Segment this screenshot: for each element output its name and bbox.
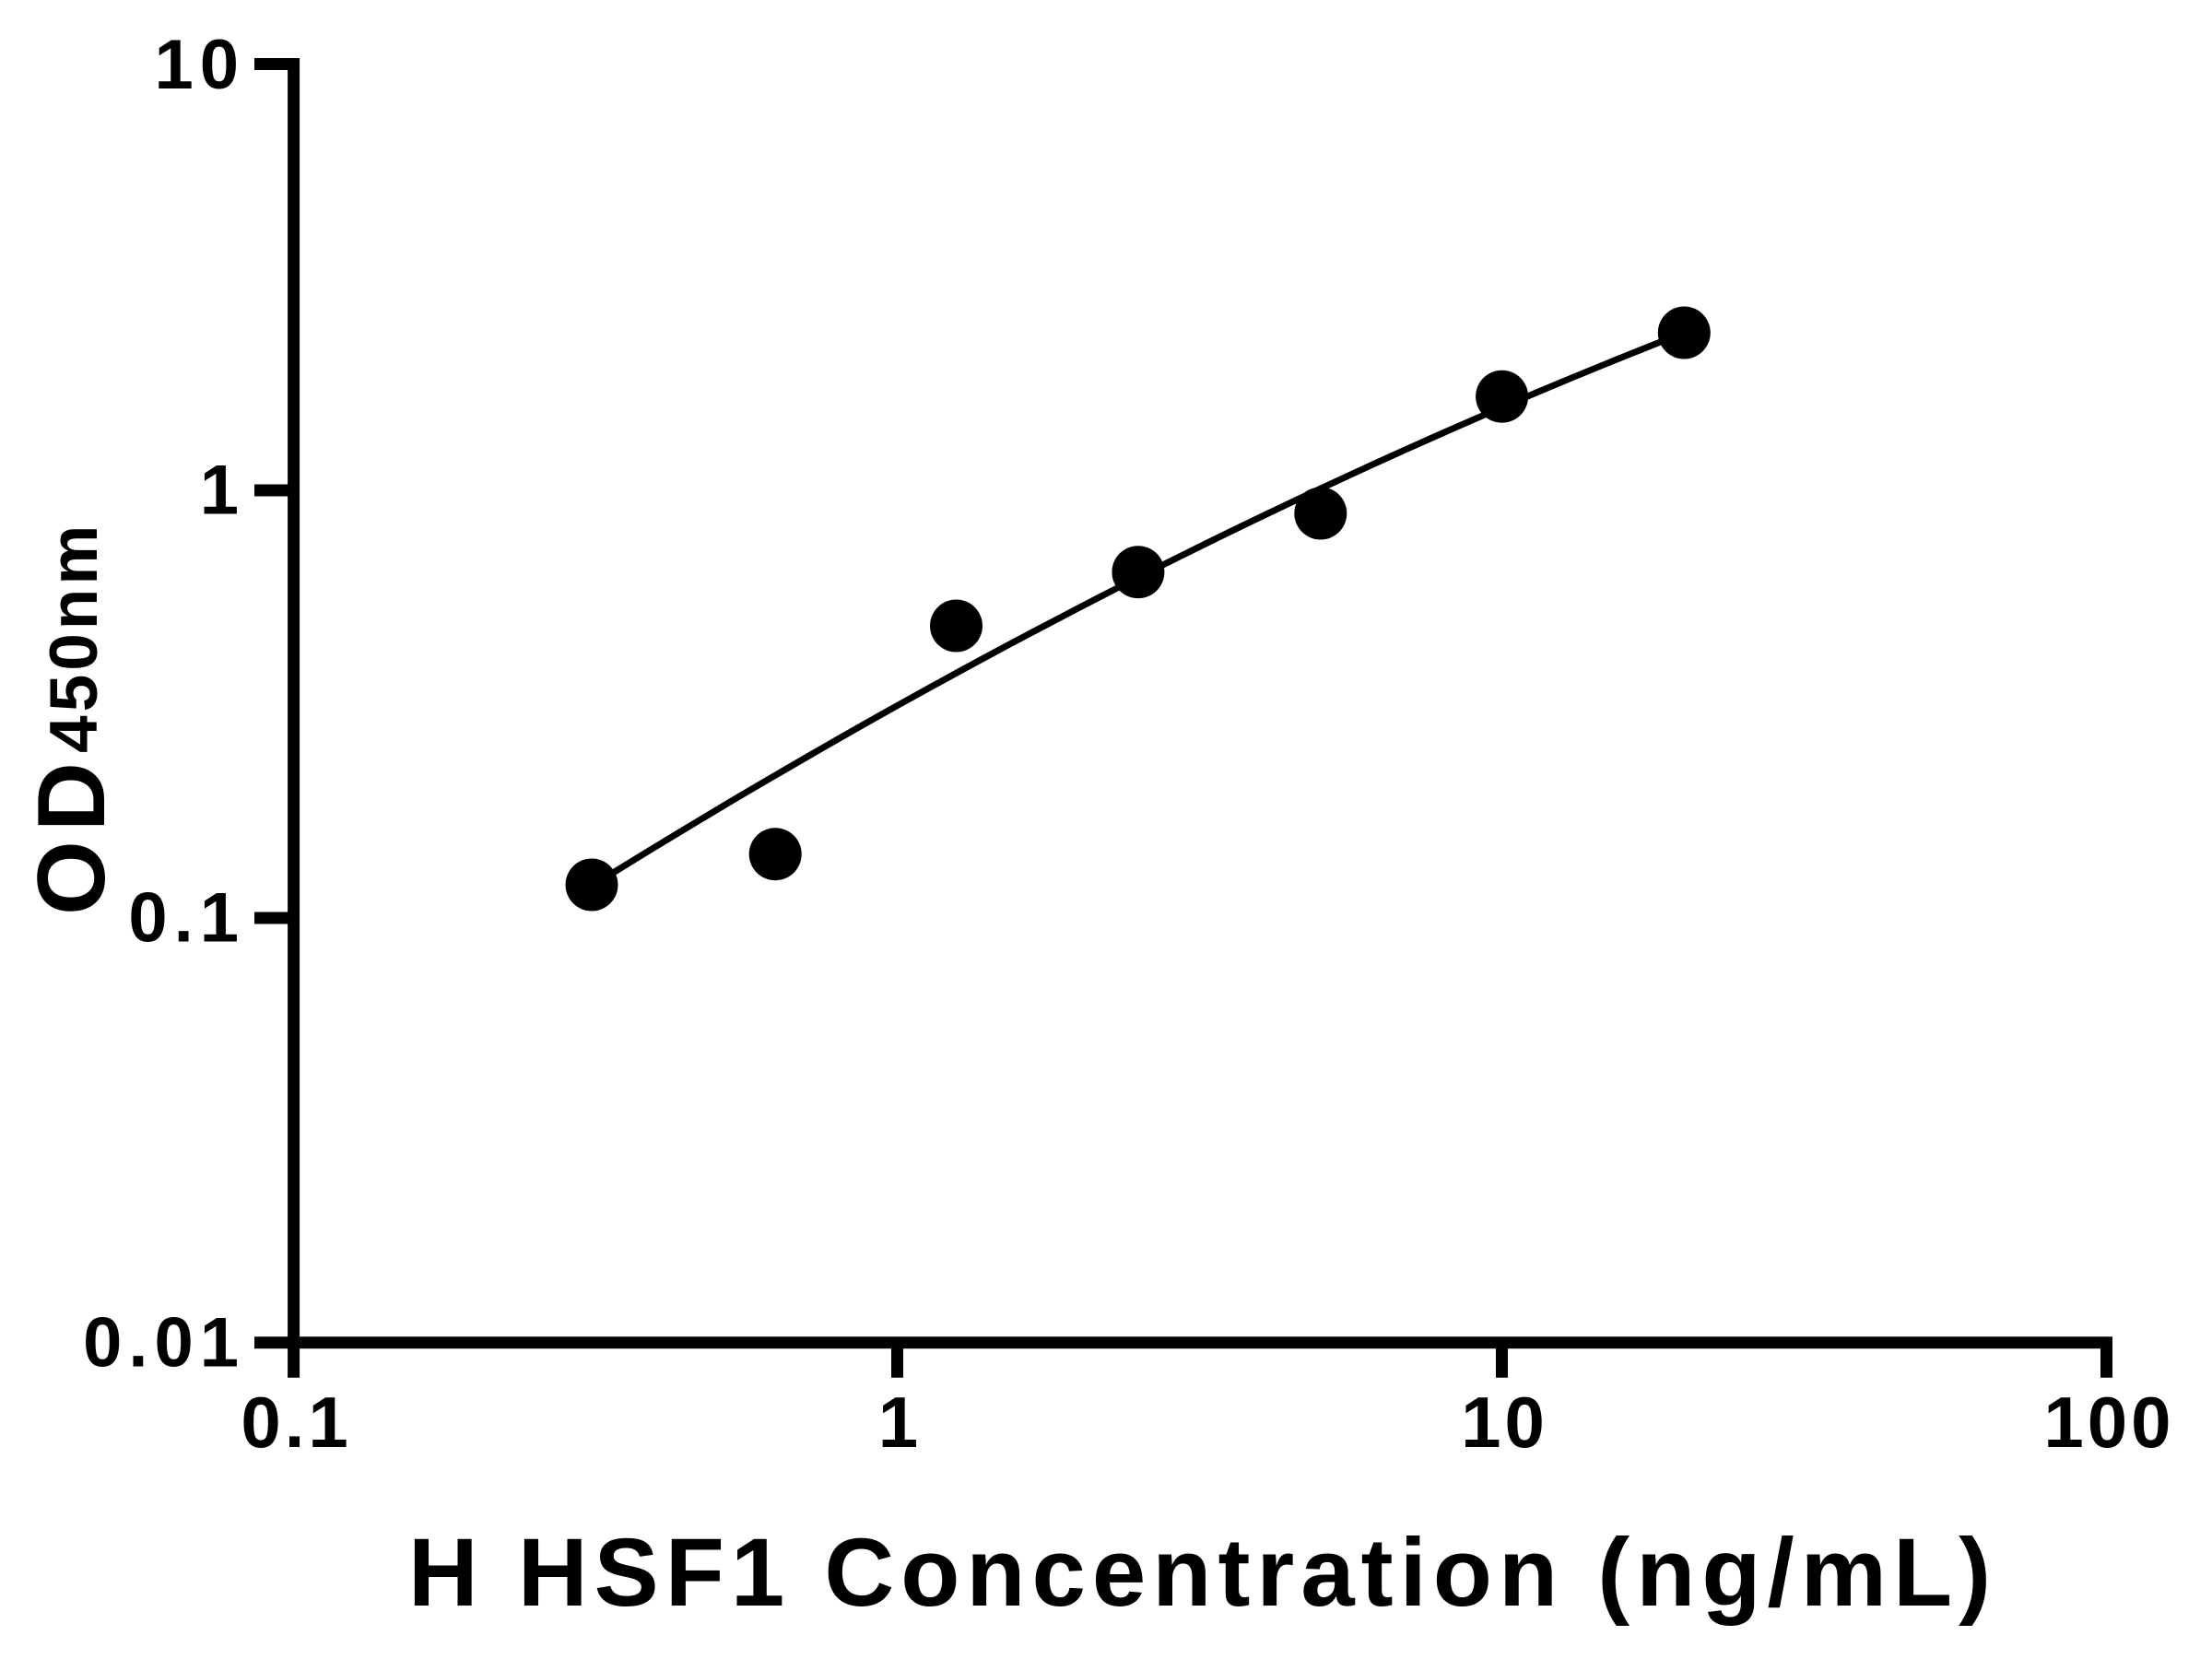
svg-text:100: 100	[2043, 1382, 2174, 1463]
svg-text:10: 10	[1461, 1382, 1548, 1463]
svg-text:1: 1	[200, 452, 245, 530]
svg-text:0.1: 0.1	[241, 1382, 351, 1463]
svg-text:OD450nm: OD450nm	[18, 522, 125, 915]
svg-text:1: 1	[878, 1382, 922, 1463]
svg-text:0.01: 0.01	[83, 1303, 245, 1382]
svg-text:10: 10	[154, 26, 245, 104]
svg-text:H HSF1 Concentration (ng/mL): H HSF1 Concentration (ng/mL)	[408, 1519, 1997, 1627]
svg-text:0.1: 0.1	[128, 879, 245, 958]
